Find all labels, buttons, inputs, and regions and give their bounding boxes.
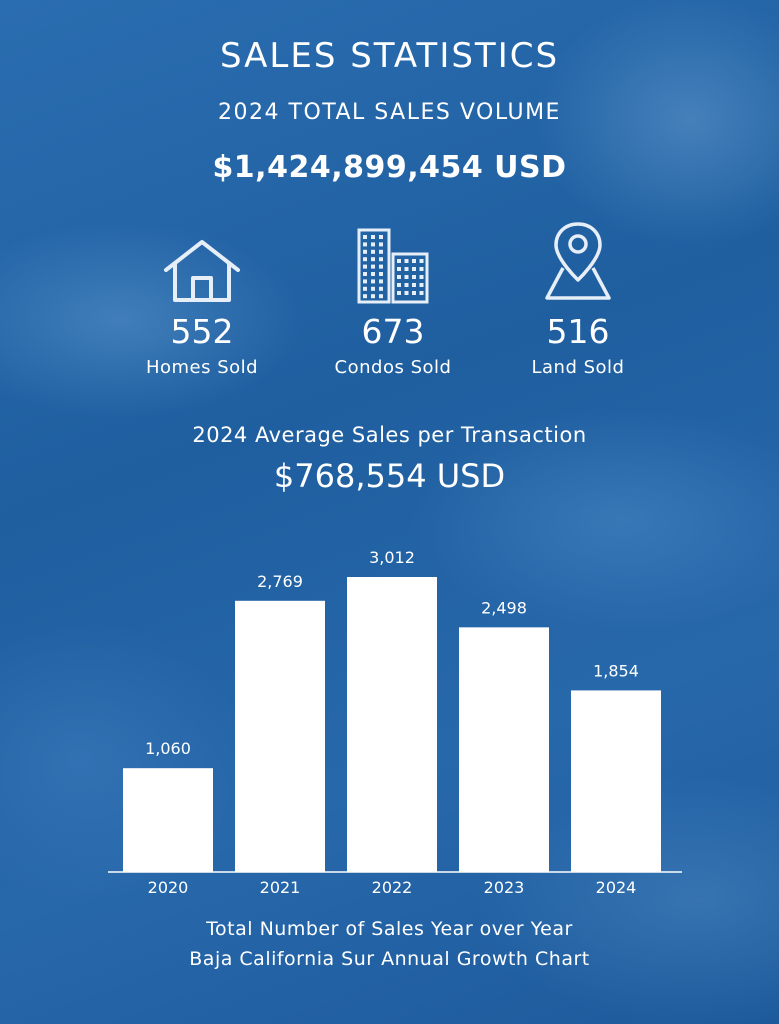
stat-land: 516 Land Sold: [478, 220, 678, 378]
homes-sold-value: 552: [170, 312, 234, 351]
data-label-2023: 2,498: [481, 598, 527, 617]
data-label-2024: 1,854: [593, 661, 639, 680]
tick-label-2020: 2020: [148, 878, 189, 897]
condos-sold-value: 673: [361, 312, 425, 351]
stat-condos: 673 Condos Sold: [293, 228, 493, 378]
chart-caption-line-1: Total Number of Sales Year over Year: [206, 918, 573, 940]
bar-2022: [347, 577, 437, 872]
tick-label-2023: 2023: [484, 878, 525, 897]
buildings-icon: [357, 228, 429, 304]
bar-chart: 1,060 2020 2,769 2021 3,012 2022 2,498 2023 1,85…: [108, 548, 682, 897]
bar-2021: [235, 600, 325, 872]
average-sales-label: 2024 Average Sales per Transaction: [192, 423, 587, 447]
total-volume-value: $1,424,899,454 USD: [212, 150, 567, 185]
tick-label-2021: 2021: [260, 878, 301, 897]
data-label-2020: 1,060: [145, 739, 191, 758]
land-sold-label: Land Sold: [531, 357, 625, 378]
average-sales-value: $768,554 USD: [273, 457, 506, 495]
homes-sold-label: Homes Sold: [145, 357, 259, 378]
tick-label-2024: 2024: [596, 878, 637, 897]
page-title: SALES STATISTICS: [219, 36, 560, 76]
data-label-2021: 2,769: [257, 572, 303, 591]
house-icon: [164, 240, 240, 302]
bar-2024: [571, 690, 661, 872]
map-pin-icon: [545, 222, 611, 300]
tick-label-2022: 2022: [372, 878, 413, 897]
bar-2023: [459, 627, 549, 872]
total-volume-heading: 2024 TOTAL SALES VOLUME: [218, 100, 561, 125]
chart-caption-line-2: Baja California Sur Annual Growth Chart: [189, 948, 590, 970]
bar-2020: [123, 768, 213, 872]
data-label-2022: 3,012: [369, 548, 415, 567]
land-sold-value: 516: [546, 312, 610, 351]
condos-sold-label: Condos Sold: [334, 357, 452, 378]
stat-homes: 552 Homes Sold: [102, 236, 302, 378]
